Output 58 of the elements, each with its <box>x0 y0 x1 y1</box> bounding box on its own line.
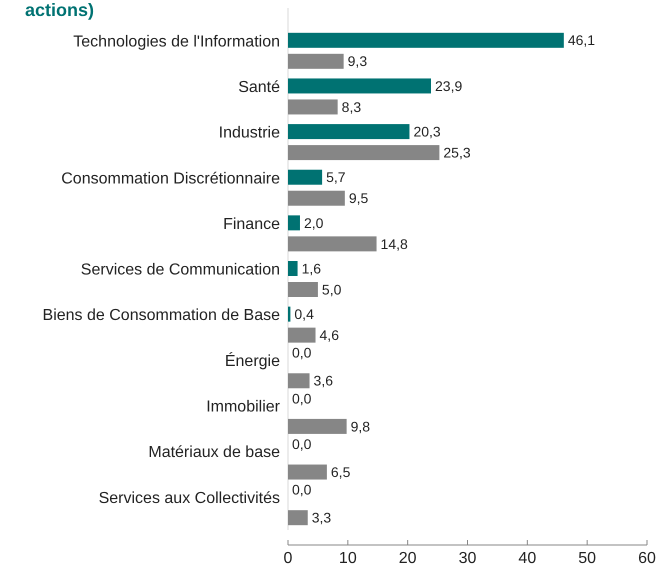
y-tick-label: Services de Communication <box>80 262 280 279</box>
bar <box>288 236 377 252</box>
data-label: 5,0 <box>322 281 342 298</box>
y-tick-label: Biens de Consommation de Base <box>42 307 280 324</box>
y-tick-label: Santé <box>238 79 280 96</box>
x-tick-label: 20 <box>398 550 417 567</box>
data-label: 9,8 <box>350 418 370 434</box>
bar <box>288 328 316 343</box>
data-label: 0,0 <box>292 482 312 498</box>
x-tick-label: 60 <box>638 550 656 567</box>
bar <box>288 190 345 206</box>
y-tick-label: Services aux Collectivités <box>98 490 280 507</box>
data-label: 1,6 <box>302 260 322 276</box>
data-label: 9,3 <box>348 53 368 70</box>
text: actions) <box>25 0 94 20</box>
x-tick-label: 50 <box>578 550 596 567</box>
bar <box>288 99 338 114</box>
x-tick-label: 0 <box>284 550 293 567</box>
bar <box>288 464 327 480</box>
data-label: 0,0 <box>292 436 312 452</box>
y-tick-label: Finance <box>223 216 280 233</box>
data-label: 9,5 <box>348 190 369 206</box>
bar <box>288 215 300 230</box>
y-tick-label: Immobilier <box>206 398 281 416</box>
bar <box>288 510 308 526</box>
x-tick-label: 40 <box>518 550 536 567</box>
bar <box>288 418 347 434</box>
data-label: 4,6 <box>320 327 340 344</box>
data-label: 46,1 <box>568 32 596 48</box>
bar <box>288 373 310 388</box>
data-label: 3,3 <box>312 510 332 526</box>
bar <box>288 170 322 185</box>
data-label: 20,3 <box>413 123 441 140</box>
data-label: 5,7 <box>326 169 346 186</box>
bar <box>288 145 440 160</box>
x-tick-label: 10 <box>338 550 357 567</box>
data-label: 25,3 <box>443 144 471 160</box>
bar <box>288 54 344 69</box>
bar <box>288 78 431 94</box>
data-label: 0,0 <box>292 344 312 361</box>
data-label: 14,8 <box>380 236 408 252</box>
data-label: 8,3 <box>342 98 362 115</box>
x-tick-label: 30 <box>458 550 476 567</box>
y-tick-label: Énergie <box>224 352 280 370</box>
data-label: 0,4 <box>294 306 314 322</box>
data-label: 2,0 <box>304 214 324 231</box>
data-label: 0,0 <box>292 390 312 406</box>
bar <box>288 261 298 276</box>
bar <box>288 282 318 297</box>
data-label: 23,9 <box>435 78 462 94</box>
data-label: 3,6 <box>314 372 334 389</box>
y-tick-label: Matériaux de base <box>148 444 280 462</box>
bar <box>288 32 564 48</box>
y-tick-label: Industrie <box>218 124 280 142</box>
y-tick-label: Consommation Discrétionnaire <box>61 170 280 188</box>
bar <box>288 124 410 140</box>
data-label: 6,5 <box>330 464 351 480</box>
y-tick-label: Technologies de l'Information <box>73 33 280 50</box>
